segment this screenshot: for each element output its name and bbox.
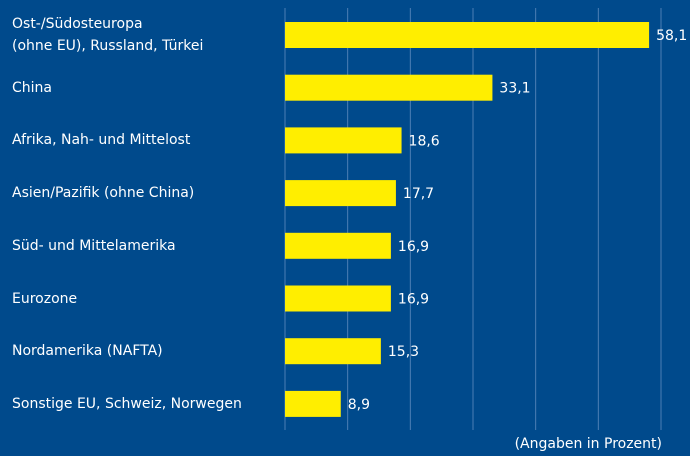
category-label: China xyxy=(12,79,52,96)
value-label: 58,1 xyxy=(656,28,687,44)
value-label: 17,7 xyxy=(403,186,434,202)
bar xyxy=(285,74,493,101)
category-label: Ost-/Südosteuropa (ohne EU), Russland, T… xyxy=(12,16,204,54)
bar xyxy=(285,22,650,48)
value-label: 18,6 xyxy=(409,133,440,149)
category-label: Sonstige EU, Schweiz, Norwegen xyxy=(12,395,242,412)
bar xyxy=(285,285,391,312)
value-label: 16,9 xyxy=(398,239,429,255)
bar xyxy=(285,180,396,207)
category-label: Nordamerika (NAFTA) xyxy=(12,343,163,360)
category-label: Süd- und Mittelamerika xyxy=(12,237,176,254)
value-label: 8,9 xyxy=(348,397,370,413)
bar xyxy=(285,338,381,365)
value-label: 16,9 xyxy=(398,292,429,308)
bar xyxy=(285,127,402,154)
bar xyxy=(285,390,341,417)
category-label: Asien/Pazifik (ohne China) xyxy=(12,185,195,202)
value-label: 33,1 xyxy=(499,81,530,97)
bar xyxy=(285,232,391,259)
note: (Angaben in Prozent) xyxy=(515,436,662,452)
value-label: 15,3 xyxy=(388,344,419,360)
category-label: Eurozone xyxy=(12,290,78,307)
category-label: Afrika, Nah- und Mittelost xyxy=(12,132,191,149)
